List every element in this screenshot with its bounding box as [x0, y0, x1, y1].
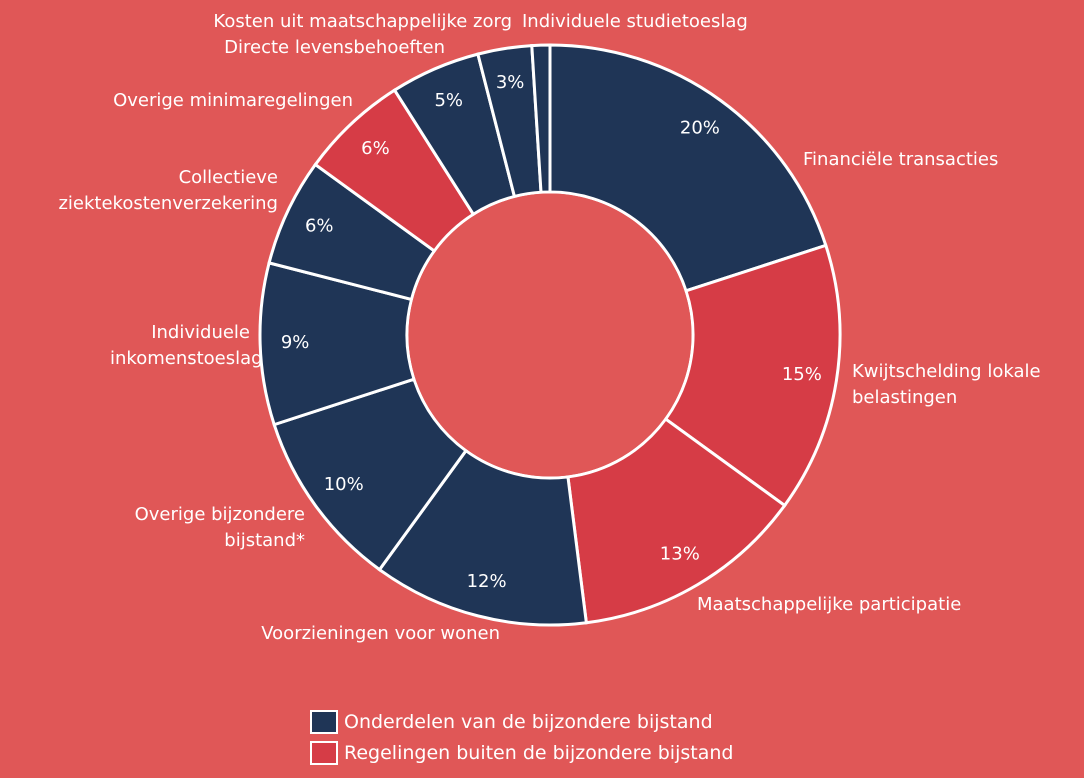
legend-swatch	[310, 710, 338, 734]
slice	[548, 43, 828, 293]
slice	[663, 243, 842, 508]
value-label: 6%	[361, 138, 390, 159]
category-label: Overige minimaregelingen	[113, 90, 353, 111]
category-label: Individuele studietoeslag	[522, 11, 748, 32]
value-label: 5%	[434, 90, 463, 111]
category-label: Financiële transacties	[803, 149, 999, 170]
value-label: 12%	[467, 571, 507, 592]
donut-hole	[408, 193, 692, 477]
legend-item: Regelingen buiten de bijzondere bijstand	[310, 740, 733, 766]
category-label: Kosten uit maatschappelijke zorg	[213, 11, 512, 32]
legend-label: Onderdelen van de bijzondere bijstand	[344, 711, 713, 733]
value-label: 10%	[324, 474, 364, 495]
slice	[530, 43, 552, 194]
legend-swatch	[310, 741, 338, 765]
category-label: Kwijtschelding lokale belastingen	[852, 361, 1041, 408]
category-label: Voorzieningen voor wonen	[261, 623, 500, 644]
value-label: 3%	[496, 72, 525, 93]
category-label: Collectieve ziektekostenverzekering	[58, 167, 278, 214]
category-label: Overige bijzondere bijstand*	[134, 504, 305, 551]
category-label: Directe levensbehoeften	[224, 37, 445, 58]
slice	[566, 416, 787, 625]
value-label: 9%	[281, 332, 310, 353]
value-label: 13%	[660, 543, 700, 564]
value-label: 15%	[782, 364, 822, 385]
category-label: Maatschappelijke participatie	[697, 594, 962, 615]
value-label: 20%	[680, 118, 720, 139]
legend-label: Regelingen buiten de bijzondere bijstand	[344, 742, 734, 764]
legend-item: Onderdelen van de bijzondere bijstand	[310, 709, 713, 735]
value-label: 6%	[305, 215, 334, 236]
slice	[377, 448, 589, 627]
category-label: Individuele inkomenstoeslag	[110, 322, 263, 369]
